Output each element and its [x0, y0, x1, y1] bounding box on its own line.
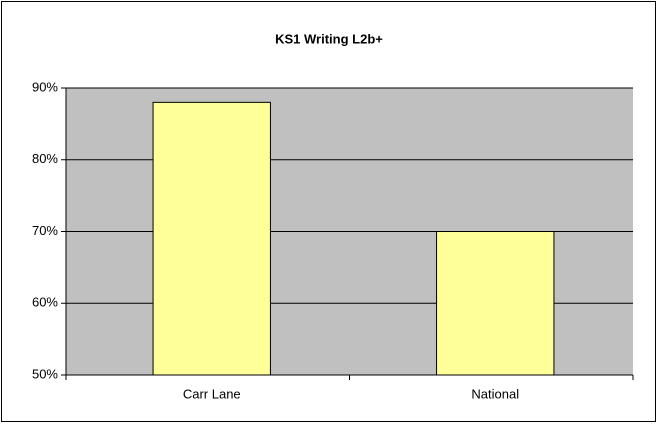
bar	[436, 231, 555, 376]
x-tick-label: National	[471, 386, 519, 401]
x-tick-label: Carr Lane	[183, 386, 241, 401]
y-tick-label: 80%	[32, 151, 58, 166]
y-tick-label: 90%	[32, 79, 58, 94]
y-tick-label: 50%	[32, 366, 58, 381]
y-tick-label: 70%	[32, 223, 58, 238]
y-tick-label: 60%	[32, 295, 58, 310]
bar	[152, 101, 271, 376]
chart-title: KS1 Writing L2b+	[275, 31, 383, 46]
